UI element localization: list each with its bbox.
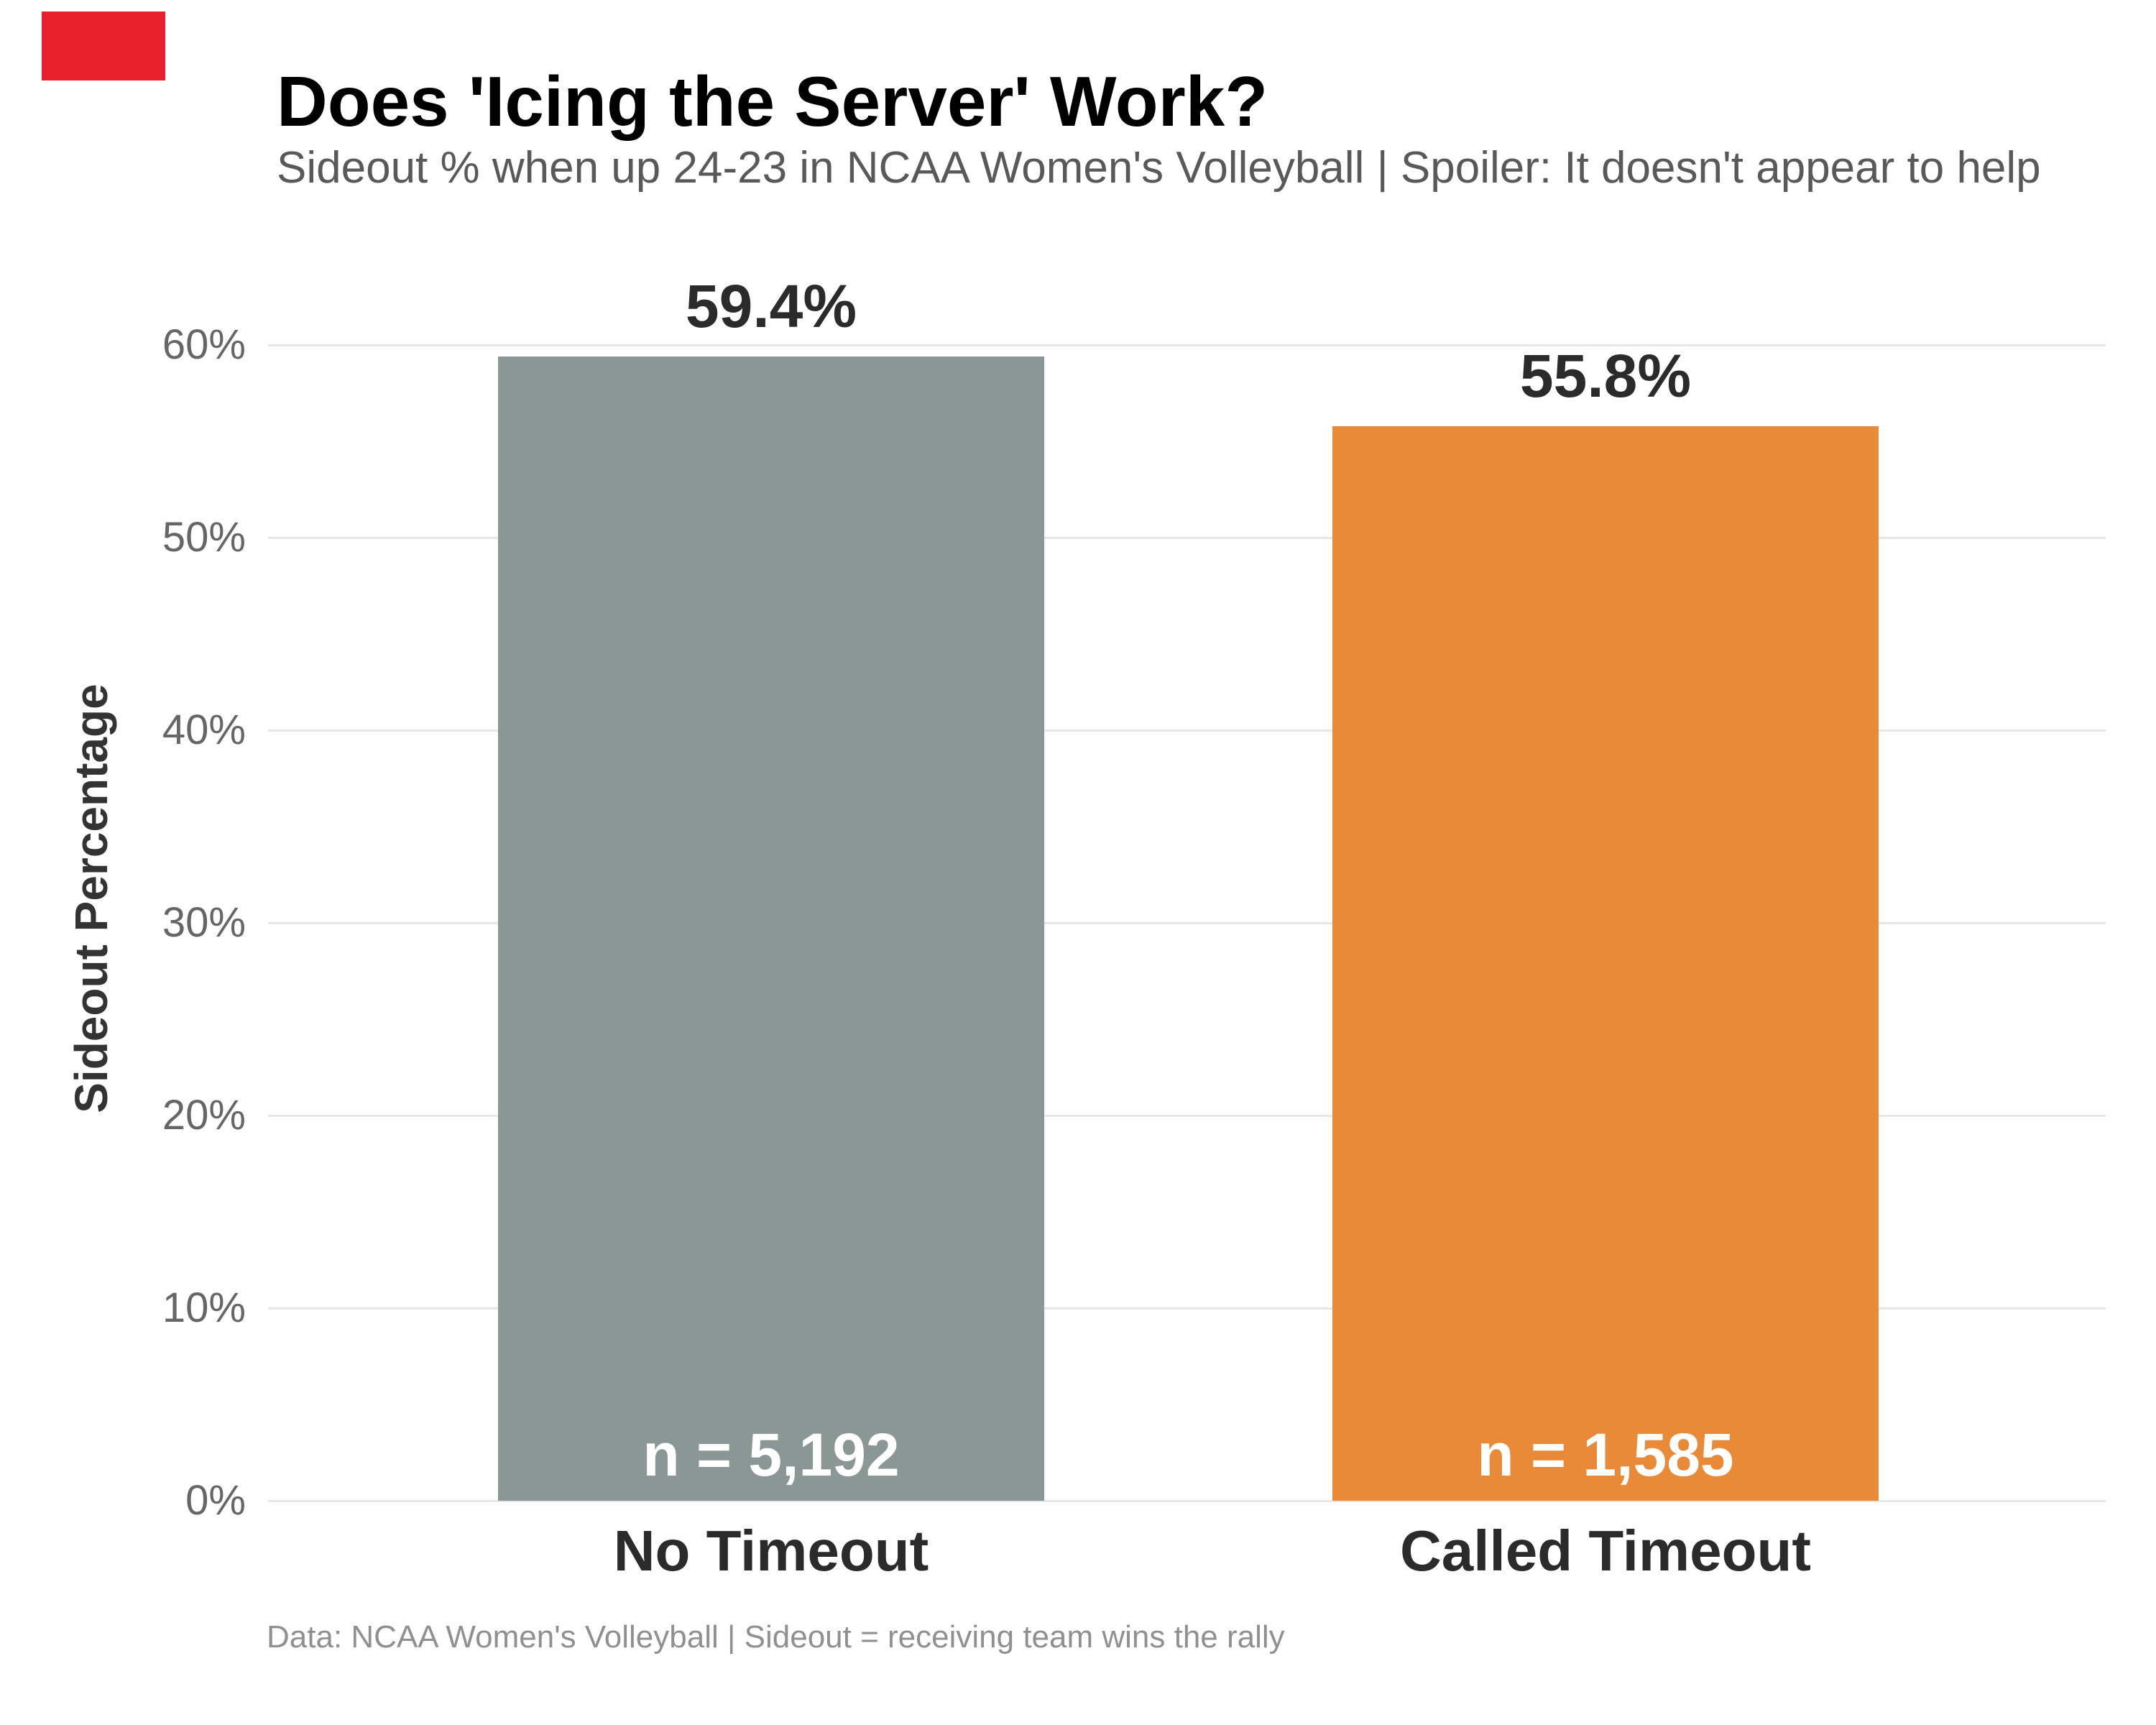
chart-title: Does 'Icing the Server' Work? <box>277 62 1268 141</box>
n-label-no-timeout: n = 5,192 <box>642 1421 900 1489</box>
gridline-0 <box>268 1500 2106 1502</box>
red-corner-marker <box>42 12 165 80</box>
y-tick-50: 50% <box>162 514 246 561</box>
footer-caption: Data: NCAA Women's Volleyball | Sideout … <box>267 1619 1285 1655</box>
gridline-30 <box>268 922 2106 924</box>
gridline-50 <box>268 537 2106 539</box>
gridline-20 <box>268 1115 2106 1117</box>
n-label-called-timeout: n = 1,585 <box>1477 1421 1734 1489</box>
y-tick-60: 60% <box>162 321 246 368</box>
value-label-no-timeout: 59.4% <box>685 272 857 341</box>
y-tick-40: 40% <box>162 707 246 753</box>
bar-called-timeout <box>1332 426 1879 1501</box>
chart-subtitle: Sideout % when up 24-23 in NCAA Women's … <box>277 143 2041 193</box>
gridline-10 <box>268 1307 2106 1310</box>
gridline-40 <box>268 730 2106 732</box>
category-label-no-timeout: No Timeout <box>613 1519 929 1583</box>
y-tick-0: 0% <box>185 1477 246 1524</box>
y-tick-20: 20% <box>162 1092 246 1138</box>
category-label-called-timeout: Called Timeout <box>1400 1519 1811 1583</box>
y-tick-10: 10% <box>162 1284 246 1331</box>
value-label-called-timeout: 55.8% <box>1519 341 1692 410</box>
gridline-60 <box>268 344 2106 346</box>
y-tick-30: 30% <box>162 899 246 946</box>
bar-no-timeout <box>498 356 1044 1501</box>
